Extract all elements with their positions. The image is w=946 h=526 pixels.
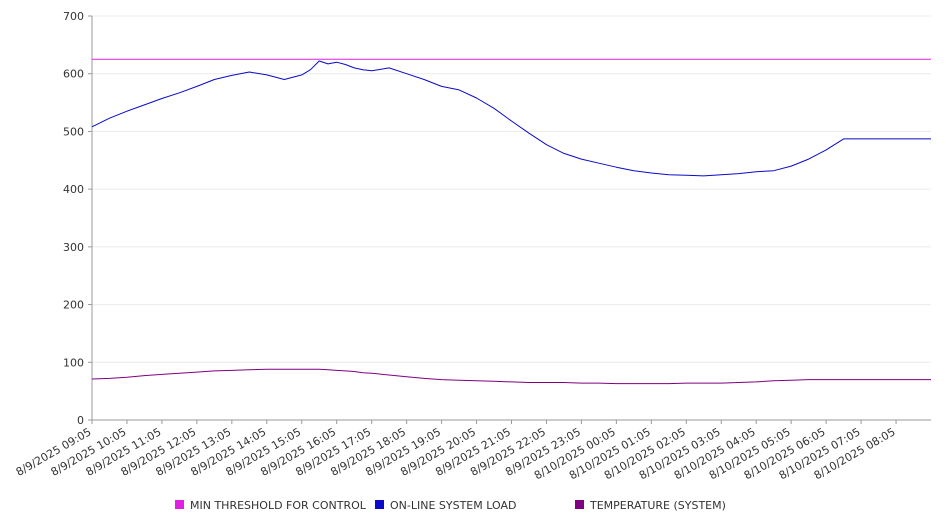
y-tick-label: 100	[63, 356, 84, 369]
legend-swatch	[375, 500, 384, 509]
x-axis: 8/9/2025 09:058/9/2025 10:058/9/2025 11:…	[14, 419, 931, 482]
y-tick-label: 0	[77, 414, 84, 427]
y-tick-label: 400	[63, 183, 84, 196]
legend-label: ON-LINE SYSTEM LOAD	[390, 499, 516, 512]
series-line-1	[91, 60, 931, 177]
legend-swatch	[575, 500, 584, 509]
y-tick-label: 300	[63, 241, 84, 254]
legend-label: TEMPERATURE (SYSTEM)	[589, 499, 726, 512]
y-axis: 0 100 200 300 400 500 600 700	[63, 10, 93, 427]
legend-swatch	[175, 500, 184, 509]
series-lines	[91, 58, 931, 385]
legend-label: MIN THRESHOLD FOR CONTROL	[190, 499, 367, 512]
y-tick-label: 500	[63, 125, 84, 138]
y-tick-label: 600	[63, 68, 84, 81]
grid-lines	[92, 15, 931, 421]
legend: MIN THRESHOLD FOR CONTROL ON-LINE SYSTEM …	[175, 499, 726, 512]
y-tick-label: 700	[63, 10, 84, 23]
series-line-2	[91, 368, 931, 385]
y-tick-label: 200	[63, 299, 84, 312]
